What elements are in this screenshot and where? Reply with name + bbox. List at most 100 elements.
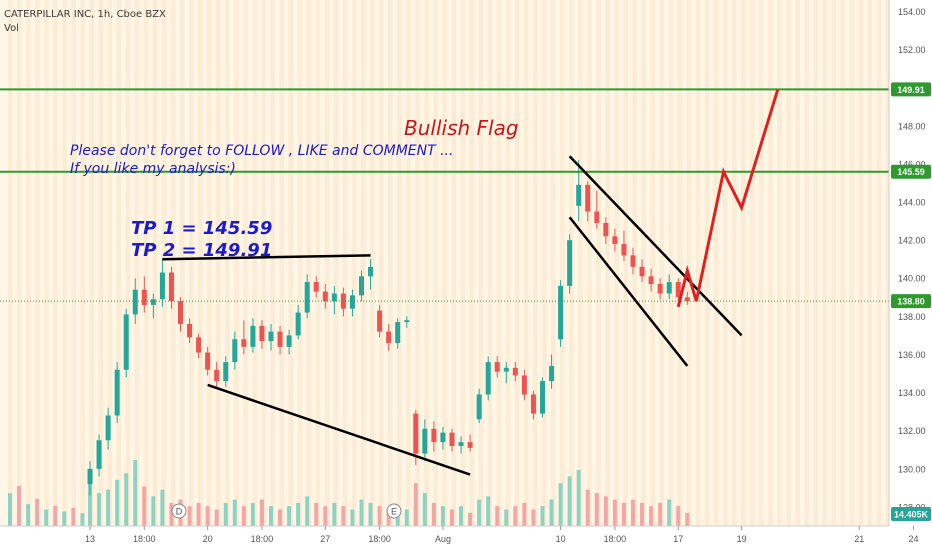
candle-body xyxy=(431,428,437,443)
candle-body xyxy=(313,282,319,292)
level-badge: 149.91 xyxy=(897,85,925,95)
last-price-badge-bg xyxy=(891,294,931,309)
volume-bar xyxy=(685,512,690,526)
candle-body xyxy=(123,314,129,370)
session-stripe xyxy=(732,0,737,526)
volume-badge: 14.405K xyxy=(894,510,929,520)
session-stripe xyxy=(876,0,882,526)
volume-bar xyxy=(142,486,147,526)
session-stripe xyxy=(822,0,827,526)
session-stripe xyxy=(650,0,656,526)
consolidation-top-line xyxy=(162,254,371,261)
session-stripe xyxy=(107,0,113,526)
level-badge-bg xyxy=(891,164,931,179)
price-tick-label: 132.00 xyxy=(898,426,926,436)
time-axis: 13 18:00 20 18:00 27 18:00 Aug 10 18:00 17 19 21 24 xyxy=(85,526,919,544)
volume-bar xyxy=(459,506,464,526)
session-stripe xyxy=(152,0,158,526)
session-stripe xyxy=(596,0,601,526)
candle-body xyxy=(331,293,337,302)
volume-bar xyxy=(80,513,85,526)
volume-bar xyxy=(603,496,608,526)
time-tick-label: 17 xyxy=(673,534,683,544)
volume-label: Vol xyxy=(4,23,19,34)
candle-body xyxy=(603,222,609,237)
volume-bar xyxy=(341,506,346,526)
session-stripe xyxy=(478,0,484,526)
session-stripe xyxy=(885,0,891,526)
volume-bar xyxy=(214,509,219,526)
session-stripe xyxy=(252,0,257,526)
dividend-event-marker-circle xyxy=(171,503,187,519)
candle-body xyxy=(232,339,238,363)
volume-bar xyxy=(612,499,617,526)
session-stripe xyxy=(17,0,22,526)
time-tick-label: 20 xyxy=(203,534,213,544)
time-axis-panel xyxy=(0,526,932,550)
session-stripe xyxy=(849,0,855,526)
session-stripe xyxy=(261,0,266,526)
volume-bar xyxy=(386,509,391,526)
session-stripe xyxy=(722,0,728,526)
candle-body xyxy=(540,381,545,414)
session-stripe xyxy=(560,0,565,526)
volume-bar xyxy=(106,489,111,526)
session-stripe xyxy=(234,0,239,526)
volume-bar xyxy=(8,493,12,526)
session-stripe xyxy=(523,0,529,526)
earnings-event-marker-circle xyxy=(386,503,402,519)
session-stripe xyxy=(505,0,511,526)
session-stripe xyxy=(306,0,312,526)
candle-body xyxy=(223,362,229,382)
volume-bar xyxy=(422,493,427,526)
candles xyxy=(87,160,690,496)
price-tick-label: 148.00 xyxy=(898,121,926,131)
candle-body xyxy=(277,331,283,347)
session-stripe xyxy=(62,0,67,526)
session-stripe xyxy=(26,0,31,526)
candle-body xyxy=(268,331,274,342)
session-stripe xyxy=(315,0,321,526)
time-tick-label: 18:00 xyxy=(604,534,627,544)
candle-body xyxy=(150,299,156,305)
session-background xyxy=(8,0,891,526)
session-stripe xyxy=(333,0,339,526)
session-stripe xyxy=(659,0,665,526)
session-stripe xyxy=(795,0,800,526)
dividend-event-marker: D xyxy=(176,507,183,517)
session-stripe xyxy=(98,0,103,526)
session-stripe xyxy=(342,0,348,526)
volume-bar xyxy=(540,506,545,526)
volume-bar xyxy=(531,509,536,526)
volume-bar xyxy=(160,489,165,526)
candle-body xyxy=(594,211,600,223)
session-stripe xyxy=(388,0,393,526)
volume-bar xyxy=(314,502,319,526)
session-stripe xyxy=(551,0,556,526)
candle-body xyxy=(214,369,220,382)
last-price-badge: 138.80 xyxy=(897,297,925,307)
session-stripe xyxy=(360,0,366,526)
volume-bar xyxy=(522,502,527,526)
candle-body xyxy=(96,440,102,469)
symbol-header: CATERPILLAR INC, 1h, Cboe BZX xyxy=(4,9,166,20)
consolidation-bottom-line xyxy=(207,383,471,476)
volume-bar xyxy=(395,512,400,526)
candle-body xyxy=(141,289,147,305)
volume-bar xyxy=(495,506,500,526)
price-levels xyxy=(0,88,889,302)
candle-body xyxy=(349,295,355,309)
candle-body xyxy=(250,325,256,347)
volume-bar xyxy=(44,509,49,526)
price-tick-label: 154.00 xyxy=(898,7,926,17)
projection-path xyxy=(676,88,780,308)
session-stripe xyxy=(623,0,628,526)
level-badge: 145.59 xyxy=(897,167,925,177)
session-stripe xyxy=(858,0,864,526)
candle-body xyxy=(476,394,482,420)
volume-bar xyxy=(404,509,409,526)
candle-body xyxy=(467,442,473,448)
volume-bar xyxy=(513,506,518,526)
volume-bar xyxy=(250,502,255,526)
